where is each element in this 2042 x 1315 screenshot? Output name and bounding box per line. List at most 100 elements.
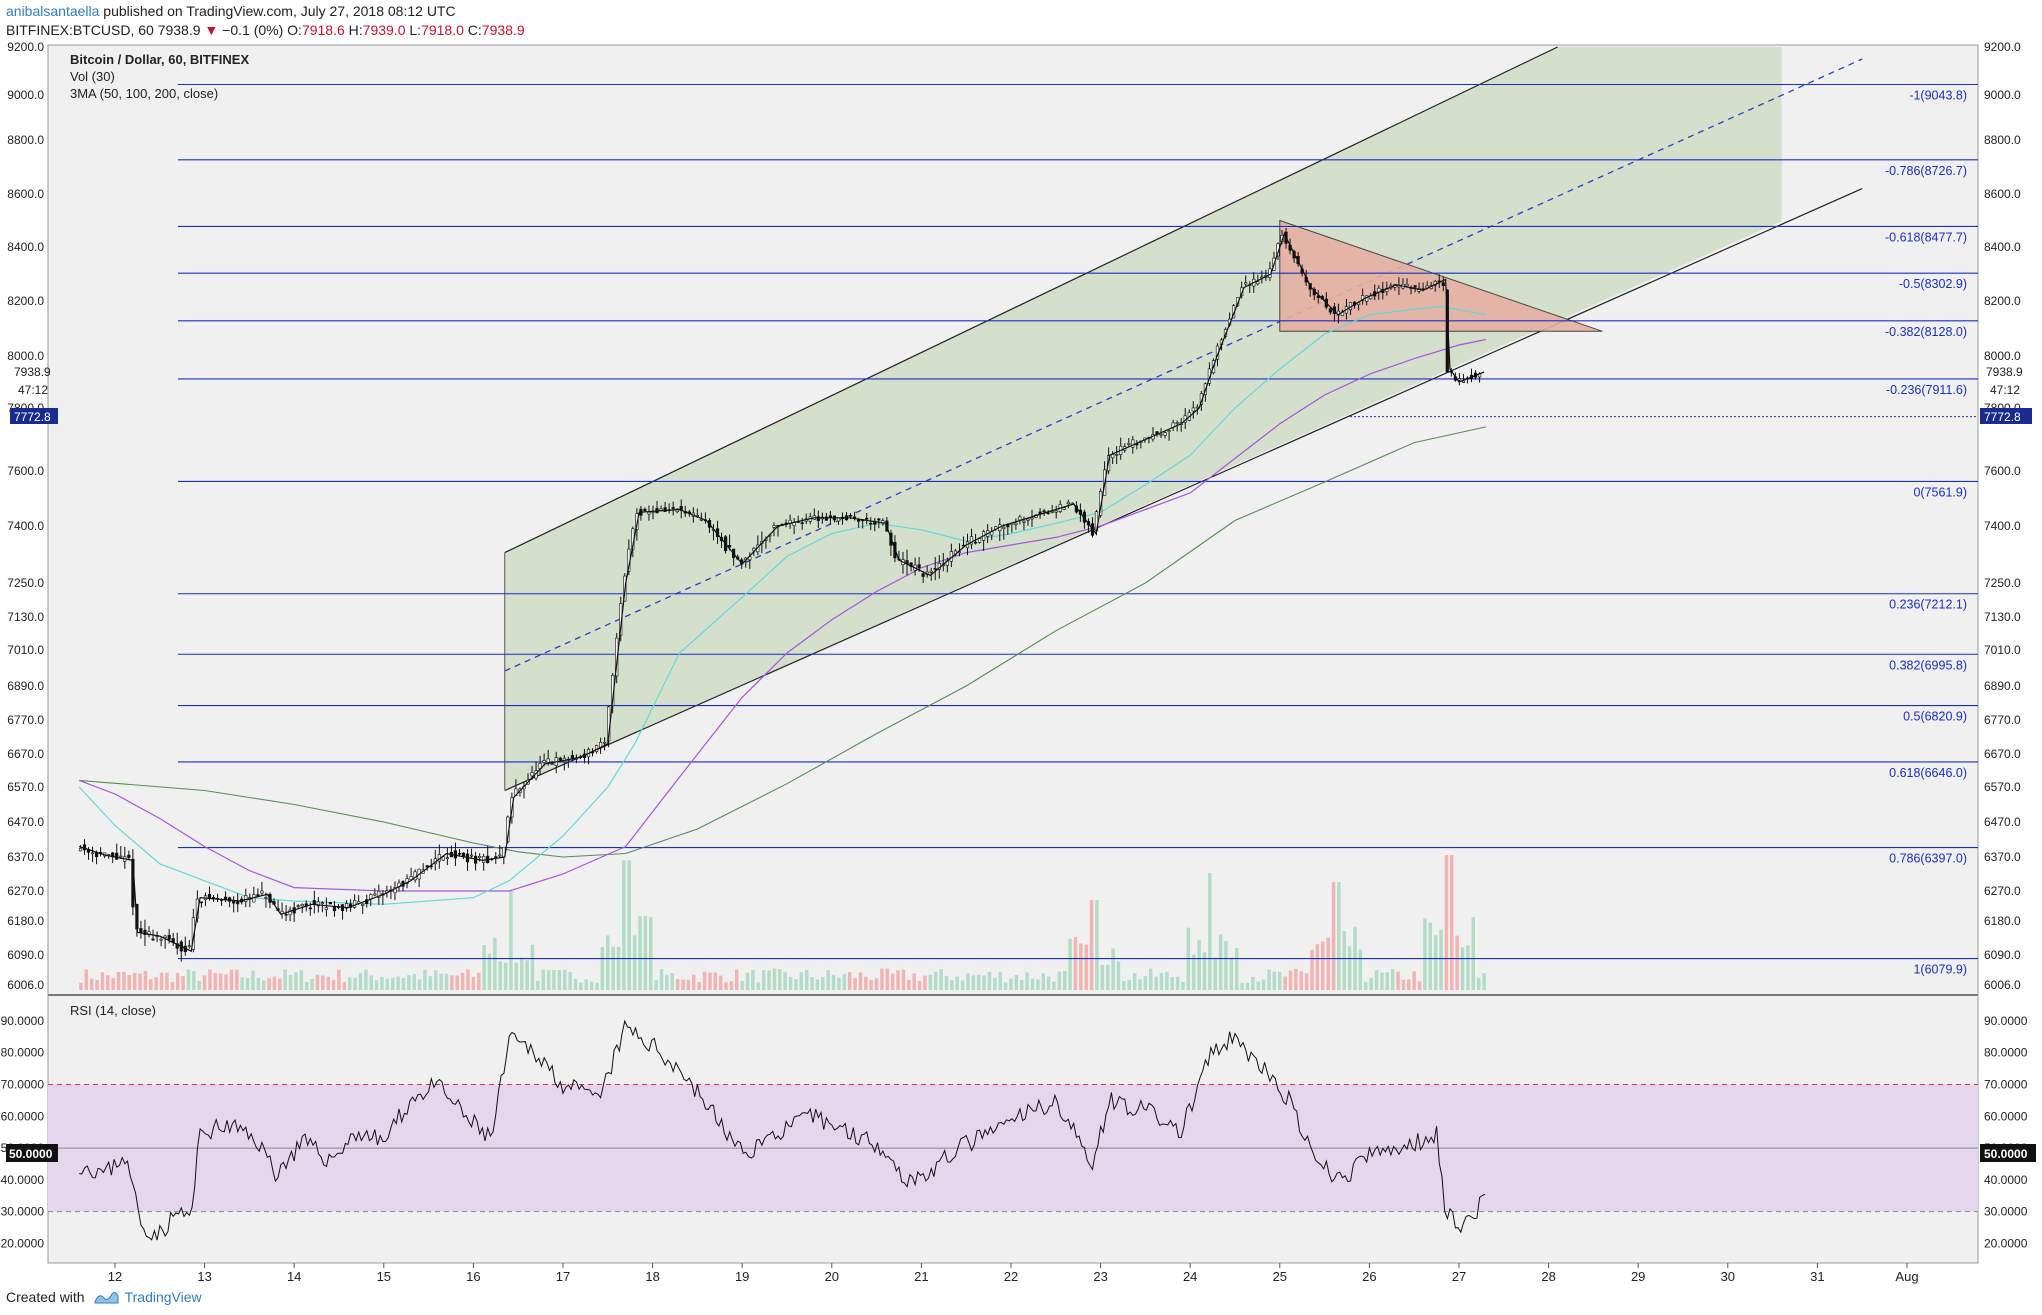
volume-bar — [1014, 975, 1019, 990]
x-tick-label: 17 — [556, 1269, 570, 1284]
volume-bar — [498, 961, 502, 990]
volume-bar — [132, 972, 137, 990]
volume-bar — [804, 970, 809, 990]
volume-bar — [837, 977, 841, 990]
volume-bar — [455, 975, 459, 990]
left-marker-badge — [10, 408, 58, 424]
candle-body — [1042, 510, 1046, 513]
volume-bar — [1208, 873, 1212, 990]
volume-bar — [1100, 965, 1105, 990]
volume-bar — [1003, 982, 1008, 990]
candle-body — [361, 903, 365, 906]
volume-bar — [1412, 971, 1416, 990]
y-tick-right: 8400.0 — [1984, 240, 2021, 254]
close-label: C: — [467, 22, 482, 38]
candle-body — [1030, 517, 1034, 520]
candle-body — [1046, 512, 1050, 515]
volume-bar — [917, 980, 922, 990]
candle-body — [1111, 454, 1115, 459]
volume-bar — [869, 979, 873, 990]
candle-body — [550, 763, 554, 766]
volume-bar — [401, 978, 406, 990]
x-tick-label: 15 — [377, 1269, 391, 1284]
volume-bar — [89, 978, 94, 990]
candle-body — [498, 854, 502, 857]
volume-bar — [654, 980, 658, 990]
last-price: 7938.9 — [157, 22, 201, 38]
candle-body — [316, 901, 320, 907]
volume-bar — [1127, 979, 1131, 990]
volume-bar — [1041, 973, 1045, 990]
volume-bar — [358, 973, 363, 990]
right-last-price: 7938.9 — [1986, 365, 2023, 379]
volume-bar — [423, 969, 427, 990]
symbol-text: BITFINEX:BTCUSD, 60 — [6, 22, 154, 38]
candle-body — [856, 519, 861, 522]
volume-bar — [611, 946, 615, 990]
volume-bar — [299, 970, 304, 990]
y-tick-left: 6370.0 — [7, 850, 44, 864]
high-label: H: — [348, 22, 363, 38]
y-tick-left: 6570.0 — [7, 780, 44, 794]
tradingview-link[interactable]: TradingView — [124, 1289, 202, 1305]
volume-bar — [197, 981, 201, 990]
candle-body — [1050, 511, 1054, 513]
volume-bar — [1407, 979, 1411, 990]
volume-bar — [1450, 855, 1454, 990]
volume-bar — [939, 969, 943, 990]
volume-bar — [294, 972, 298, 990]
y-tick-right: 8000.0 — [1984, 349, 2021, 363]
down-arrow-icon: ▼ — [204, 22, 219, 38]
volume-bar — [159, 972, 164, 990]
candle-body — [373, 893, 377, 896]
volume-bar — [901, 969, 906, 990]
author-link[interactable]: anibalsantaella — [6, 3, 100, 19]
descending-triangle — [1279, 219, 1603, 332]
candle-body — [151, 938, 155, 941]
volume-bar — [310, 978, 314, 990]
open-label: O: — [287, 22, 302, 38]
volume-bar — [987, 971, 992, 990]
rsi-mid-left: 50.0000 — [9, 1147, 53, 1161]
volume-bar — [283, 969, 287, 990]
y-tick-left: 6470.0 — [7, 815, 44, 829]
volume-bar — [880, 968, 884, 990]
volume-bar — [1304, 973, 1309, 990]
volume-bar — [412, 974, 416, 990]
volume-bar — [616, 946, 621, 990]
candle-body — [1115, 453, 1119, 456]
ma200-line — [79, 426, 1487, 858]
candle-body — [91, 852, 95, 855]
volume-bar — [471, 977, 476, 990]
rsi-tick-right: 60.0000 — [1984, 1109, 2028, 1123]
candle-body — [393, 887, 397, 894]
rsi-tick-right: 20.0000 — [1984, 1236, 2028, 1250]
volume-bar — [1299, 971, 1303, 990]
published-line: anibalsantaella published on TradingView… — [6, 3, 456, 19]
volume-bar — [638, 916, 642, 990]
volume-bar — [1396, 971, 1400, 990]
volume-bar — [1235, 947, 1239, 990]
y-tick-right: 6470.0 — [1984, 815, 2021, 829]
volume-bar — [218, 973, 223, 990]
x-tick-label: 24 — [1183, 1269, 1197, 1284]
volume-bar — [928, 974, 933, 990]
volume-bar — [272, 976, 277, 990]
rsi-tick-left: 60.0000 — [1, 1109, 45, 1123]
triangle-shape — [1279, 219, 1603, 332]
volume-bar — [1213, 957, 1217, 990]
candle-body — [199, 901, 204, 904]
candle-body — [377, 890, 381, 898]
volume-bar — [751, 969, 755, 990]
volume-bar — [186, 969, 191, 990]
x-tick-label: 21 — [914, 1269, 928, 1284]
volume-bar — [305, 982, 309, 990]
volume-bar — [1256, 981, 1260, 990]
volume-bar — [331, 980, 336, 990]
candle-body — [320, 902, 325, 905]
candle-body — [115, 852, 119, 860]
candle-body — [441, 856, 445, 861]
rsi-tick-left: 40.0000 — [1, 1173, 45, 1187]
fib-label: 0.236(7212.1) — [1889, 598, 1967, 612]
